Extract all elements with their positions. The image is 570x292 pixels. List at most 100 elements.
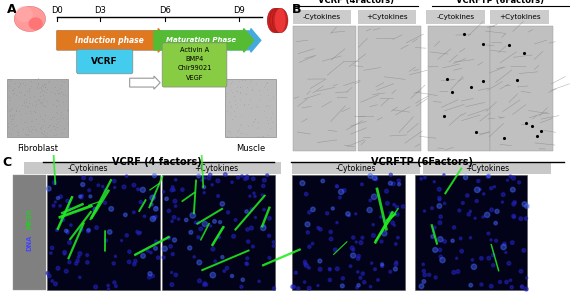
Point	[290, 284, 299, 289]
Point	[110, 185, 119, 190]
Point	[259, 184, 268, 188]
Point	[54, 196, 63, 200]
Point	[393, 205, 402, 210]
Point	[499, 245, 508, 249]
Point	[477, 256, 486, 261]
Point	[215, 235, 224, 240]
Point	[393, 212, 402, 217]
Point	[44, 186, 54, 191]
Point	[104, 283, 113, 288]
Point	[354, 283, 363, 288]
Point	[209, 247, 218, 251]
Bar	[294, 26, 356, 151]
Point	[77, 195, 86, 199]
Point	[428, 206, 437, 211]
Bar	[153, 162, 281, 174]
Point	[214, 194, 223, 198]
Point	[340, 188, 349, 193]
Point	[522, 204, 531, 208]
Point	[378, 263, 387, 268]
Point	[265, 216, 274, 221]
Point	[392, 262, 401, 267]
Point	[91, 207, 100, 212]
Point	[506, 278, 515, 283]
Point	[393, 235, 402, 240]
Point	[303, 222, 312, 227]
Point	[207, 182, 217, 187]
Point	[63, 229, 72, 233]
Point	[84, 228, 93, 232]
Point	[164, 236, 173, 240]
Point	[390, 223, 399, 228]
Point	[74, 255, 83, 259]
Point	[46, 251, 55, 256]
Point	[515, 180, 524, 185]
Point	[389, 181, 398, 186]
Point	[394, 182, 404, 187]
Bar	[428, 26, 490, 151]
Bar	[358, 26, 421, 151]
Point	[73, 258, 82, 263]
Point	[477, 282, 486, 287]
Point	[145, 275, 154, 279]
Point	[303, 230, 312, 235]
Point	[197, 178, 206, 182]
Point	[358, 235, 367, 240]
Point	[202, 282, 211, 287]
Point	[383, 201, 392, 206]
Text: Induction phase: Induction phase	[75, 36, 144, 45]
Point	[339, 276, 348, 281]
Point	[168, 185, 177, 190]
Point	[498, 200, 507, 204]
Point	[488, 263, 498, 267]
Point	[92, 225, 101, 230]
Point	[110, 179, 119, 183]
Bar	[13, 175, 46, 290]
Point	[213, 178, 222, 183]
Point	[107, 206, 116, 211]
Point	[195, 279, 204, 283]
Bar	[162, 175, 275, 290]
Point	[190, 255, 199, 259]
Point	[124, 260, 133, 264]
Point	[65, 240, 74, 245]
Point	[75, 275, 84, 280]
Point	[370, 175, 379, 180]
Point	[356, 275, 365, 280]
Point	[358, 271, 367, 276]
Point	[247, 207, 256, 212]
Point	[504, 261, 514, 266]
Ellipse shape	[14, 6, 46, 32]
Ellipse shape	[275, 8, 286, 33]
Point	[264, 233, 274, 238]
Point	[325, 267, 335, 272]
Bar	[24, 162, 153, 174]
Point	[522, 276, 531, 280]
Point	[129, 183, 139, 187]
Point	[237, 284, 246, 289]
Point	[516, 269, 526, 274]
Point	[335, 195, 344, 200]
Text: VCRF: VCRF	[91, 57, 118, 66]
Point	[466, 283, 475, 288]
Point	[314, 225, 323, 230]
Point	[60, 250, 69, 255]
Point	[121, 213, 130, 217]
Point	[159, 255, 168, 260]
FancyArrow shape	[57, 29, 260, 52]
Point	[48, 279, 57, 283]
Point	[365, 208, 374, 212]
Text: Activin A: Activin A	[180, 47, 209, 53]
Point	[143, 248, 152, 253]
Point	[291, 270, 300, 275]
Text: -Cytokines: -Cytokines	[303, 14, 341, 20]
Point	[139, 187, 148, 192]
Point	[328, 206, 337, 211]
Point	[333, 267, 342, 271]
Point	[475, 187, 484, 192]
Point	[151, 246, 160, 251]
Point	[206, 173, 215, 177]
Point	[385, 211, 394, 215]
Point	[369, 194, 378, 199]
Point	[171, 204, 180, 208]
